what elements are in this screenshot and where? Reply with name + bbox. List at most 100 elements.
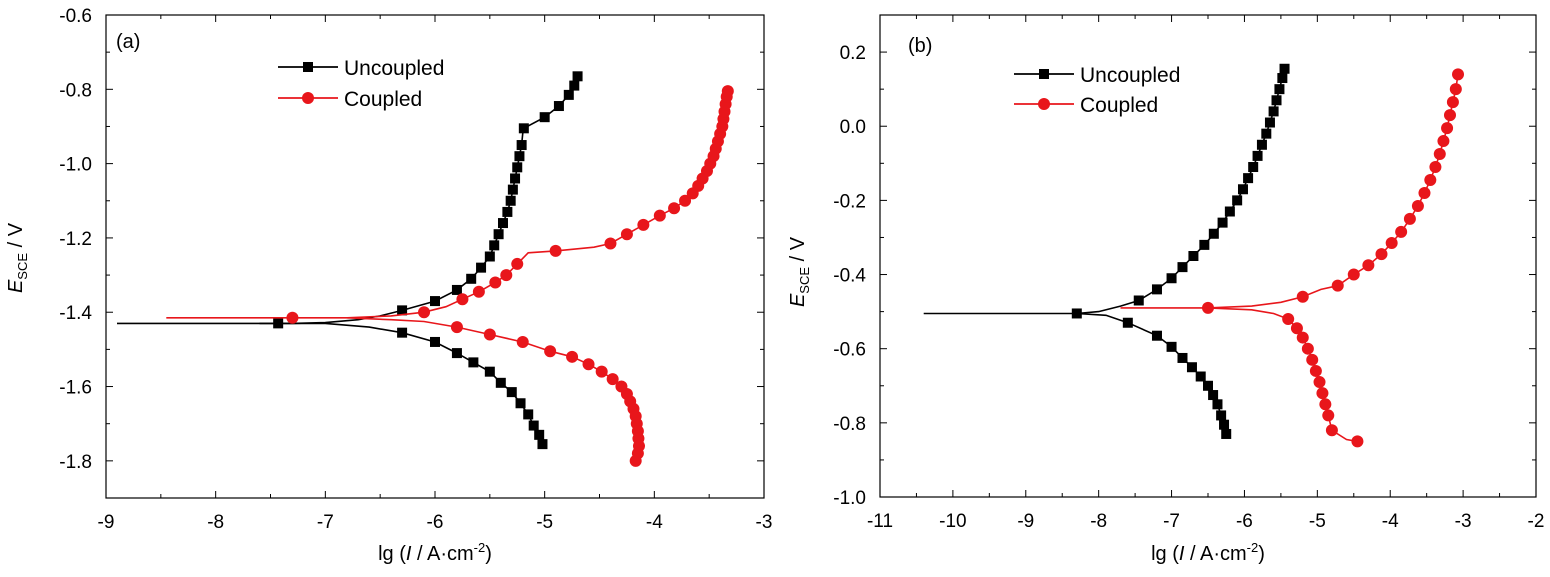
series-uncoupled xyxy=(923,63,1290,439)
legend-marker xyxy=(302,92,314,104)
data-point xyxy=(1212,399,1223,410)
data-point xyxy=(1403,212,1416,225)
data-point xyxy=(544,345,557,358)
data-point xyxy=(528,420,539,431)
data-point xyxy=(1418,186,1431,199)
data-point xyxy=(1433,148,1446,161)
data-point xyxy=(1217,217,1228,228)
data-point xyxy=(1248,162,1259,173)
data-point xyxy=(1133,295,1144,306)
data-point xyxy=(1309,364,1322,377)
x-tick-label: -3 xyxy=(1455,511,1472,532)
data-point xyxy=(1395,225,1408,238)
data-point xyxy=(1443,109,1456,122)
data-point xyxy=(489,276,502,289)
data-point xyxy=(397,305,408,316)
y-axis-title: ESCE / V xyxy=(787,236,812,307)
data-point xyxy=(1424,173,1437,186)
plot-frame xyxy=(105,14,765,499)
y-tick-label: -1.8 xyxy=(59,452,92,473)
series-line-cathodic xyxy=(923,312,1227,435)
data-point xyxy=(1151,330,1162,341)
x-tick-label: -4 xyxy=(1382,511,1399,532)
panel-label: (a) xyxy=(116,31,140,53)
data-point xyxy=(523,409,534,420)
data-point xyxy=(489,240,500,251)
data-point xyxy=(1256,139,1267,150)
x-tick-label: -6 xyxy=(1236,511,1253,532)
data-point xyxy=(604,237,617,250)
data-point xyxy=(679,194,692,207)
y-tick-label: -0.8 xyxy=(59,80,92,101)
legend-label: Coupled xyxy=(1080,94,1158,117)
data-point xyxy=(502,206,513,217)
data-point xyxy=(1268,106,1279,117)
data-point xyxy=(468,357,479,368)
data-point xyxy=(418,306,431,319)
data-point xyxy=(1325,424,1338,437)
legend-marker xyxy=(1038,98,1050,110)
x-tick-label: -9 xyxy=(98,512,115,533)
data-point xyxy=(430,296,440,307)
data-point xyxy=(493,229,504,240)
legend-label: Uncoupled xyxy=(1080,64,1180,87)
data-point xyxy=(512,162,523,173)
legend-label: Coupled xyxy=(344,88,422,111)
y-tick-label: -0.8 xyxy=(833,414,866,435)
data-point xyxy=(1071,308,1082,319)
x-tick-label: -4 xyxy=(646,512,663,533)
data-point xyxy=(553,101,564,112)
data-point xyxy=(451,348,462,359)
data-point xyxy=(1166,273,1177,284)
data-point xyxy=(515,398,526,409)
data-point xyxy=(505,195,516,206)
data-point xyxy=(451,284,462,295)
data-point xyxy=(1331,279,1344,292)
data-point xyxy=(549,244,562,257)
data-point xyxy=(450,321,463,334)
data-point xyxy=(516,140,527,151)
data-point xyxy=(637,218,650,231)
data-point xyxy=(1437,135,1450,148)
data-point xyxy=(539,112,550,123)
x-tick-label: -8 xyxy=(1090,511,1107,532)
data-point xyxy=(534,429,545,440)
data-point xyxy=(1151,284,1162,295)
data-point xyxy=(1441,122,1454,135)
x-tick-label: -10 xyxy=(939,511,966,532)
x-tick-label: -5 xyxy=(1309,511,1326,532)
data-point xyxy=(484,251,495,262)
data-point xyxy=(286,311,299,324)
y-tick-label: -0.2 xyxy=(833,191,866,212)
data-point xyxy=(510,173,521,184)
data-point xyxy=(569,80,580,91)
data-point xyxy=(511,257,524,270)
series-uncoupled xyxy=(117,71,583,450)
data-point xyxy=(495,377,506,388)
data-point xyxy=(466,273,477,284)
data-point xyxy=(1224,206,1235,217)
data-point xyxy=(507,184,518,195)
data-point xyxy=(1264,117,1275,128)
data-point xyxy=(1277,73,1288,84)
y-tick-label: -1.2 xyxy=(59,229,92,250)
data-point xyxy=(537,439,548,450)
data-point xyxy=(1243,173,1254,184)
data-point xyxy=(516,335,529,348)
data-point xyxy=(595,365,608,378)
y-tick-label: -0.6 xyxy=(59,6,92,27)
data-point xyxy=(1375,248,1388,261)
y-tick-label: -1.4 xyxy=(59,303,92,324)
x-axis-title: lg (I / A·cm-2) xyxy=(1151,540,1265,565)
data-point xyxy=(1301,342,1314,355)
data-point xyxy=(1271,95,1282,106)
series-coupled xyxy=(166,85,734,467)
data-point xyxy=(582,358,595,371)
data-point xyxy=(1122,317,1133,328)
data-point xyxy=(1313,376,1326,389)
series-line-anodic xyxy=(259,76,579,325)
y-tick-label: -1.0 xyxy=(833,488,866,509)
series-line-cathodic xyxy=(166,317,640,462)
x-tick-label: -3 xyxy=(756,512,773,533)
